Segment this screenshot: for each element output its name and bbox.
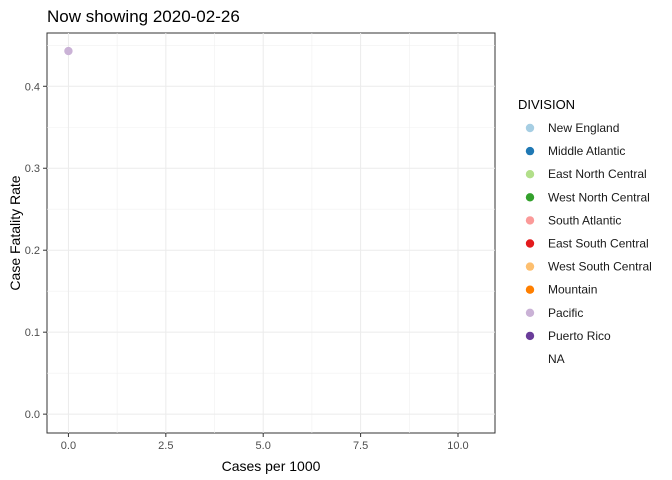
y-axis-title: Case Fatality Rate [7, 175, 23, 290]
legend-label: Pacific [548, 306, 583, 320]
legend-label: West South Central [548, 260, 652, 274]
legend-key [525, 262, 535, 271]
legend-key [525, 146, 535, 156]
legend-title: DIVISION [518, 97, 575, 112]
data-points [64, 46, 73, 56]
x-tick-label: 7.5 [353, 440, 368, 452]
x-axis-title: Cases per 1000 [222, 458, 321, 474]
minor-gridlines [47, 33, 495, 433]
legend-label: NA [548, 352, 565, 366]
legend-label: South Atlantic [548, 213, 621, 227]
legend-entry: Puerto Rico [525, 329, 611, 343]
legend: DIVISION New England Middle Atlantic East … [518, 97, 652, 366]
y-axis: 0.0 0.1 0.2 0.3 0.4 [25, 81, 47, 421]
legend-entry: Mountain [525, 283, 597, 297]
y-tick-label: 0.4 [25, 81, 40, 93]
legend-key [525, 331, 535, 341]
legend-entry: Pacific [525, 306, 583, 320]
data-point [64, 46, 73, 56]
legend-entry: East South Central [525, 237, 649, 251]
legend-label: East South Central [548, 237, 649, 251]
plot-panel [46, 32, 496, 434]
legend-entry: West South Central [525, 260, 652, 274]
legend-key [525, 193, 535, 202]
legend-key [525, 308, 535, 317]
x-tick-label: 5.0 [256, 440, 271, 452]
y-tick-label: 0.0 [25, 409, 40, 421]
legend-entry: West North Central [525, 190, 650, 204]
x-tick-label: 10.0 [447, 440, 468, 452]
y-tick-label: 0.1 [25, 327, 40, 339]
legend-label: Mountain [548, 283, 597, 297]
y-tick-label: 0.3 [25, 163, 40, 175]
x-tick-label: 2.5 [158, 440, 173, 452]
legend-key [525, 239, 535, 248]
legend-label: New England [548, 121, 619, 135]
x-axis: 0.0 2.5 5.0 7.5 10.0 [61, 433, 469, 452]
major-gridlines [47, 33, 495, 433]
legend-key [525, 285, 535, 294]
legend-key [525, 216, 535, 225]
legend-entry: New England [525, 121, 619, 135]
legend-entry: East North Central [525, 167, 647, 181]
legend-entry: NA [548, 352, 565, 366]
legend-key [525, 123, 535, 133]
legend-label: West North Central [548, 190, 650, 204]
y-tick-label: 0.2 [25, 245, 40, 257]
legend-entry: South Atlantic [525, 213, 621, 227]
x-tick-label: 0.0 [61, 440, 76, 452]
legend-label: Middle Atlantic [548, 144, 625, 158]
legend-label: Puerto Rico [548, 329, 611, 343]
legend-entry: Middle Atlantic [525, 144, 625, 158]
legend-label: East North Central [548, 167, 647, 181]
chart-title: Now showing 2020-02-26 [47, 7, 240, 26]
legend-key [525, 170, 535, 179]
